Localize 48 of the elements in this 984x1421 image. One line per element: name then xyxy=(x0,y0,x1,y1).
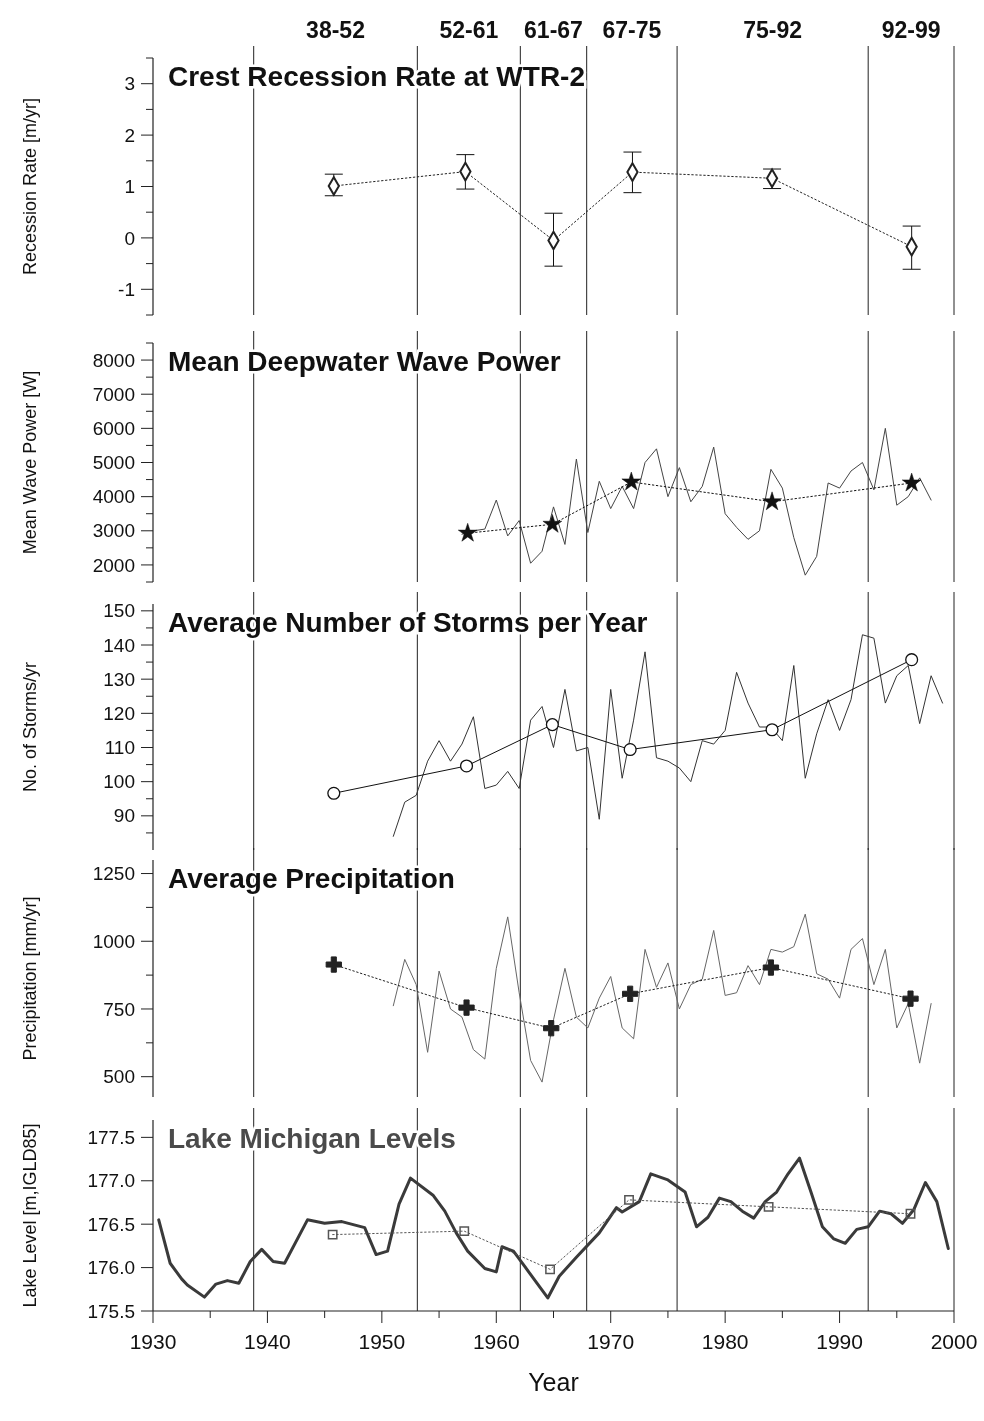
y-tick-label: 175.5 xyxy=(87,1300,135,1322)
x-tick-label: 1950 xyxy=(358,1330,406,1353)
y-tick-label: 1 xyxy=(124,176,135,198)
text: 75-92 xyxy=(743,17,803,43)
x-tick-label: 1980 xyxy=(701,1330,749,1353)
x-tick-label: 1970 xyxy=(587,1330,635,1353)
y-tick-label: 177.5 xyxy=(87,1127,135,1149)
text: 61-67 xyxy=(524,17,583,43)
y-tick-label: 1000 xyxy=(92,930,135,952)
y-tick-label: 120 xyxy=(103,702,135,724)
y-tick-label: 5000 xyxy=(92,452,135,474)
y-tick-label: 500 xyxy=(103,1066,135,1088)
text: 38-52 xyxy=(306,17,365,43)
y-tick-label: 2 xyxy=(124,124,135,146)
y-tick-label: 100 xyxy=(103,771,135,793)
y-tick-label: 140 xyxy=(103,634,135,656)
y-tick-label: 130 xyxy=(103,668,135,690)
y-tick-label: 750 xyxy=(103,998,135,1020)
x-tick-label: 1960 xyxy=(472,1330,520,1353)
y-axis-title: Recession Rate [m/yr] xyxy=(20,97,40,276)
y-tick-label: 8000 xyxy=(92,349,135,371)
y-tick-label: 4000 xyxy=(92,486,135,508)
y-tick-label: 6000 xyxy=(92,418,135,440)
x-tick-label: 2000 xyxy=(930,1330,978,1353)
y-tick-label: 2000 xyxy=(92,554,135,576)
x-tick-label: 1990 xyxy=(816,1330,863,1353)
y-tick-label: 90 xyxy=(113,805,135,827)
y-axis-title: Precipitation [mm/yr] xyxy=(20,896,40,1061)
y-axis-title: Lake Level [m,IGLD85] xyxy=(20,1123,40,1308)
y-tick-label: 1250 xyxy=(92,863,135,885)
y-tick-label: 150 xyxy=(103,600,135,622)
y-tick-label: 7000 xyxy=(92,383,135,405)
x-tick-label: 1930 xyxy=(129,1330,177,1353)
y-tick-label: 177.0 xyxy=(87,1170,135,1192)
y-tick-label: 0 xyxy=(124,227,135,249)
y-tick-label: -1 xyxy=(118,278,135,300)
y-axis-title: No. of Storms/yr xyxy=(20,661,40,793)
text: 52-61 xyxy=(439,17,499,43)
x-tick-label: 1940 xyxy=(244,1330,291,1353)
y-tick-label: 110 xyxy=(104,737,135,759)
y-tick-label: 176.0 xyxy=(87,1257,135,1279)
x-axis-title: Year xyxy=(528,1368,579,1396)
text: 92-99 xyxy=(881,17,941,43)
y-tick-label: 3 xyxy=(124,73,135,95)
y-axis-title: Mean Wave Power [W] xyxy=(20,370,40,555)
y-tick-label: 3000 xyxy=(92,520,135,542)
y-tick-label: 176.5 xyxy=(87,1213,135,1235)
text: 67-75 xyxy=(602,17,662,43)
